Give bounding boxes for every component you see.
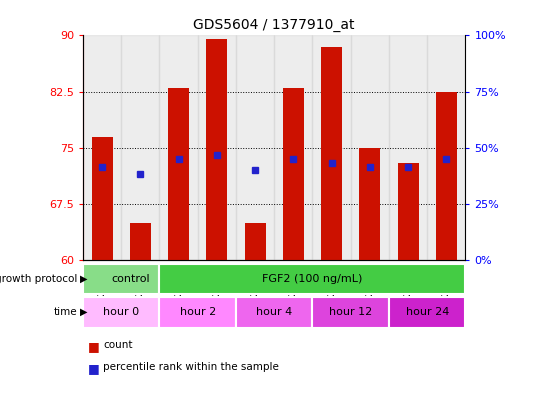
Bar xyxy=(198,35,236,260)
Bar xyxy=(436,92,457,260)
Bar xyxy=(389,297,465,327)
Bar xyxy=(207,39,227,260)
Bar xyxy=(83,264,159,294)
Text: ▶: ▶ xyxy=(80,307,88,317)
Bar xyxy=(389,35,427,260)
Bar xyxy=(236,297,312,327)
Text: hour 0: hour 0 xyxy=(103,307,139,317)
Text: ▶: ▶ xyxy=(80,274,88,284)
Text: hour 24: hour 24 xyxy=(406,307,449,317)
Text: time: time xyxy=(54,307,78,317)
Bar xyxy=(274,35,312,260)
Text: FGF2 (100 ng/mL): FGF2 (100 ng/mL) xyxy=(262,274,363,284)
Bar xyxy=(312,297,389,327)
Bar xyxy=(159,35,198,260)
Bar xyxy=(121,35,159,260)
Text: hour 2: hour 2 xyxy=(180,307,216,317)
Bar xyxy=(398,163,418,260)
Text: control: control xyxy=(111,274,150,284)
Text: hour 12: hour 12 xyxy=(329,307,372,317)
Bar xyxy=(159,297,236,327)
Bar xyxy=(159,264,465,294)
Bar xyxy=(312,35,351,260)
Text: growth protocol: growth protocol xyxy=(0,274,78,284)
Bar xyxy=(130,223,151,260)
Bar xyxy=(168,88,189,260)
Title: GDS5604 / 1377910_at: GDS5604 / 1377910_at xyxy=(194,18,355,31)
Bar xyxy=(83,35,121,260)
Text: hour 4: hour 4 xyxy=(256,307,292,317)
Bar xyxy=(244,223,265,260)
Bar xyxy=(360,148,380,260)
Bar xyxy=(83,297,159,327)
Text: count: count xyxy=(103,340,133,350)
Text: percentile rank within the sample: percentile rank within the sample xyxy=(103,362,279,371)
Text: ■: ■ xyxy=(88,340,100,353)
Text: ■: ■ xyxy=(88,362,100,375)
Bar xyxy=(283,88,304,260)
Bar xyxy=(351,35,389,260)
Bar xyxy=(321,47,342,260)
Bar xyxy=(427,35,465,260)
Bar xyxy=(91,136,112,260)
Bar xyxy=(236,35,274,260)
